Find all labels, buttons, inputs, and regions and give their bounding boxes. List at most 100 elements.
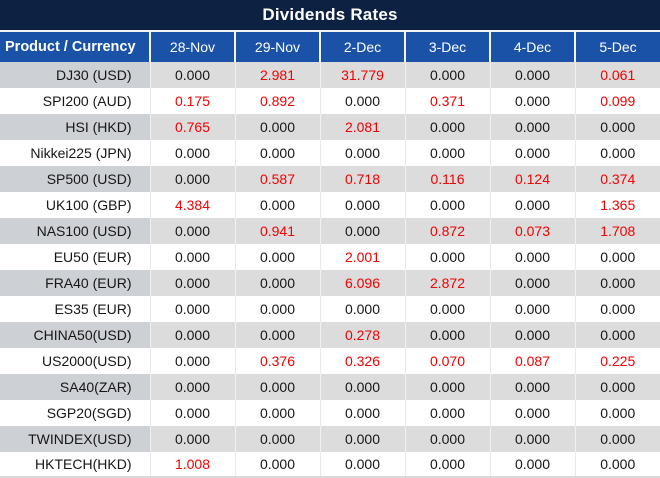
table-row: SA40(ZAR) 0.000 0.000 0.000 0.000 0.000 0.000 <box>0 374 660 400</box>
dividend-value-cell: 0.000 <box>574 426 660 452</box>
dividend-value-cell: 0.000 <box>319 374 405 400</box>
product-cell: TWINDEX(USD) <box>0 426 150 452</box>
dividend-value-cell: 0.000 <box>574 400 660 426</box>
dividend-value-cell: 0.326 <box>319 348 405 374</box>
dividend-value-cell: 0.000 <box>404 244 490 270</box>
table-row: HKTECH(HKD) 1.008 0.000 0.000 0.000 0.000 0.00… <box>0 452 660 478</box>
dividend-value-cell: 0.000 <box>489 296 575 322</box>
dividend-value-cell: 0.000 <box>574 244 660 270</box>
product-cell: HSI (HKD) <box>0 114 150 140</box>
dividend-value-cell: 0.000 <box>404 452 490 478</box>
dividend-value-cell: 4.384 <box>149 192 235 218</box>
dividend-value-cell: 0.000 <box>234 192 320 218</box>
dividend-value-cell: 0.000 <box>404 62 490 88</box>
dividend-value-cell: 0.000 <box>319 218 405 244</box>
date-column-header: 4-Dec <box>489 32 575 62</box>
dividend-value-cell: 0.000 <box>404 296 490 322</box>
dividend-value-cell: 0.000 <box>234 374 320 400</box>
dividend-value-cell: 0.000 <box>319 88 405 114</box>
dividend-value-cell: 0.073 <box>489 218 575 244</box>
dividend-value-cell: 0.000 <box>404 114 490 140</box>
dividend-value-cell: 0.087 <box>489 348 575 374</box>
dividend-value-cell: 0.000 <box>234 244 320 270</box>
dividend-value-cell: 0.000 <box>489 192 575 218</box>
dividend-value-cell: 0.000 <box>149 322 235 348</box>
dividend-value-cell: 2.872 <box>404 270 490 296</box>
dividend-value-cell: 0.000 <box>319 452 405 478</box>
dividend-value-cell: 0.116 <box>404 166 490 192</box>
dividend-value-cell: 0.000 <box>404 322 490 348</box>
dividend-value-cell: 0.587 <box>234 166 320 192</box>
table-row: HSI (HKD) 0.765 0.000 2.081 0.000 0.000 0.000 <box>0 114 660 140</box>
dividend-value-cell: 0.000 <box>489 88 575 114</box>
table-row: CHINA50(USD) 0.000 0.000 0.278 0.000 0.000 0.0… <box>0 322 660 348</box>
dividend-value-cell: 0.000 <box>489 140 575 166</box>
dividend-value-cell: 2.081 <box>319 114 405 140</box>
dividend-value-cell: 1.008 <box>149 452 235 478</box>
dividend-value-cell: 0.000 <box>489 244 575 270</box>
dividend-value-cell: 0.000 <box>574 374 660 400</box>
dividend-value-cell: 0.000 <box>404 400 490 426</box>
dividend-value-cell: 0.000 <box>149 400 235 426</box>
dividend-value-cell: 0.000 <box>234 270 320 296</box>
header-row: Product / Currency 28-Nov 29-Nov 2-Dec 3-Dec… <box>0 32 660 62</box>
dividend-value-cell: 31.779 <box>319 62 405 88</box>
dividend-value-cell: 0.000 <box>404 426 490 452</box>
dividend-value-cell: 0.000 <box>574 452 660 478</box>
dividend-value-cell: 0.124 <box>489 166 575 192</box>
dividend-value-cell: 0.941 <box>234 218 320 244</box>
dividend-value-cell: 0.371 <box>404 88 490 114</box>
dividend-value-cell: 0.892 <box>234 88 320 114</box>
dividend-value-cell: 0.374 <box>574 166 660 192</box>
page-title: Dividends Rates <box>0 0 660 32</box>
dividend-value-cell: 0.278 <box>319 322 405 348</box>
dividend-value-cell: 0.000 <box>149 348 235 374</box>
dividend-value-cell: 0.000 <box>149 374 235 400</box>
date-column-header: 28-Nov <box>149 32 235 62</box>
dividend-value-cell: 0.000 <box>149 426 235 452</box>
dividend-value-cell: 0.000 <box>319 140 405 166</box>
dividend-value-cell: 0.000 <box>489 114 575 140</box>
date-column-header: 29-Nov <box>234 32 320 62</box>
table-row: FRA40 (EUR) 0.000 0.000 6.096 2.872 0.000 0.00… <box>0 270 660 296</box>
dividend-value-cell: 0.000 <box>574 322 660 348</box>
dividend-value-cell: 0.000 <box>234 140 320 166</box>
dividend-value-cell: 0.000 <box>234 322 320 348</box>
product-cell: UK100 (GBP) <box>0 192 150 218</box>
dividend-value-cell: 0.000 <box>489 322 575 348</box>
product-cell: SP500 (USD) <box>0 166 150 192</box>
date-column-header: 3-Dec <box>404 32 490 62</box>
dividend-value-cell: 0.000 <box>404 192 490 218</box>
product-cell: CHINA50(USD) <box>0 322 150 348</box>
dividend-value-cell: 2.981 <box>234 62 320 88</box>
dividend-value-cell: 0.000 <box>489 62 575 88</box>
dividend-value-cell: 0.000 <box>489 270 575 296</box>
product-cell: SGP20(SGD) <box>0 400 150 426</box>
dividends-rates-table: Product / Currency 28-Nov 29-Nov 2-Dec 3-Dec… <box>0 32 660 478</box>
table-row: DJ30 (USD) 0.000 2.981 31.779 0.000 0.000 0.06… <box>0 62 660 88</box>
table-row: US2000(USD) 0.000 0.376 0.326 0.070 0.087 0.22… <box>0 348 660 374</box>
dividend-value-cell: 0.872 <box>404 218 490 244</box>
dividend-value-cell: 1.708 <box>574 218 660 244</box>
dividend-value-cell: 0.061 <box>574 62 660 88</box>
dividend-value-cell: 0.000 <box>574 296 660 322</box>
dividend-value-cell: 0.000 <box>234 452 320 478</box>
dividend-value-cell: 0.000 <box>574 114 660 140</box>
dividend-value-cell: 0.000 <box>404 140 490 166</box>
product-cell: NAS100 (USD) <box>0 218 150 244</box>
dividend-value-cell: 0.000 <box>149 62 235 88</box>
date-column-header: 5-Dec <box>574 32 660 62</box>
dividend-value-cell: 0.000 <box>574 140 660 166</box>
dividend-value-cell: 2.001 <box>319 244 405 270</box>
dividend-value-cell: 0.000 <box>149 140 235 166</box>
table-row: Nikkei225 (JPN) 0.000 0.000 0.000 0.000 0.000… <box>0 140 660 166</box>
dividend-value-cell: 0.000 <box>149 270 235 296</box>
product-cell: FRA40 (EUR) <box>0 270 150 296</box>
dividend-value-cell: 0.000 <box>574 270 660 296</box>
product-cell: SPI200 (AUD) <box>0 88 150 114</box>
table-row: SGP20(SGD) 0.000 0.000 0.000 0.000 0.000 0.000 <box>0 400 660 426</box>
table-row: UK100 (GBP) 4.384 0.000 0.000 0.000 0.000 1.36… <box>0 192 660 218</box>
product-cell: DJ30 (USD) <box>0 62 150 88</box>
dividend-value-cell: 0.000 <box>149 218 235 244</box>
